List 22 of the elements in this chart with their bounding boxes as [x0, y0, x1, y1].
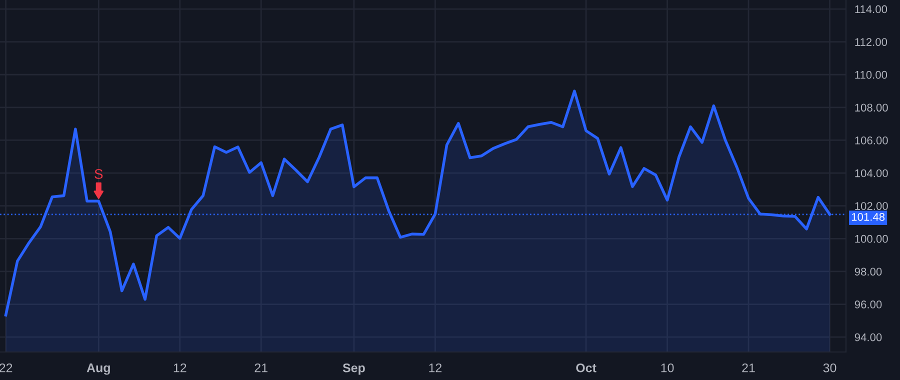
ref-line-label: 101.48 — [852, 212, 885, 221]
y-tick-label: 110.00 — [855, 70, 888, 79]
y-tick-label: 96.00 — [854, 300, 882, 308]
x-tick-label: Aug — [86, 364, 110, 375]
x-tick-label: 10 — [661, 363, 674, 372]
y-tick-label: 98.00 — [854, 268, 882, 276]
x-tick-label: 12 — [174, 363, 186, 372]
y-tick-label: 106.00 — [855, 136, 888, 144]
y-tick-label: 104.00 — [855, 169, 888, 178]
x-tick-label: 12 — [429, 363, 442, 372]
y-tick-label: 94.00 — [854, 333, 882, 342]
y-tick-label: 114.00 — [855, 5, 888, 14]
y-tick-label: 100.00 — [855, 234, 888, 243]
x-tick-label: 30 — [823, 363, 836, 372]
y-tick-label: 112.00 — [855, 38, 888, 46]
annotation: S — [94, 169, 103, 179]
y-tick-label: 108.00 — [855, 104, 888, 112]
x-tick-label: 21 — [254, 363, 268, 372]
x-tick-label: 21 — [742, 363, 755, 372]
x-tick-label: Sep — [342, 363, 365, 375]
y-tick-label: 102.00 — [855, 202, 888, 210]
x-tick-label: Oct — [576, 363, 596, 372]
